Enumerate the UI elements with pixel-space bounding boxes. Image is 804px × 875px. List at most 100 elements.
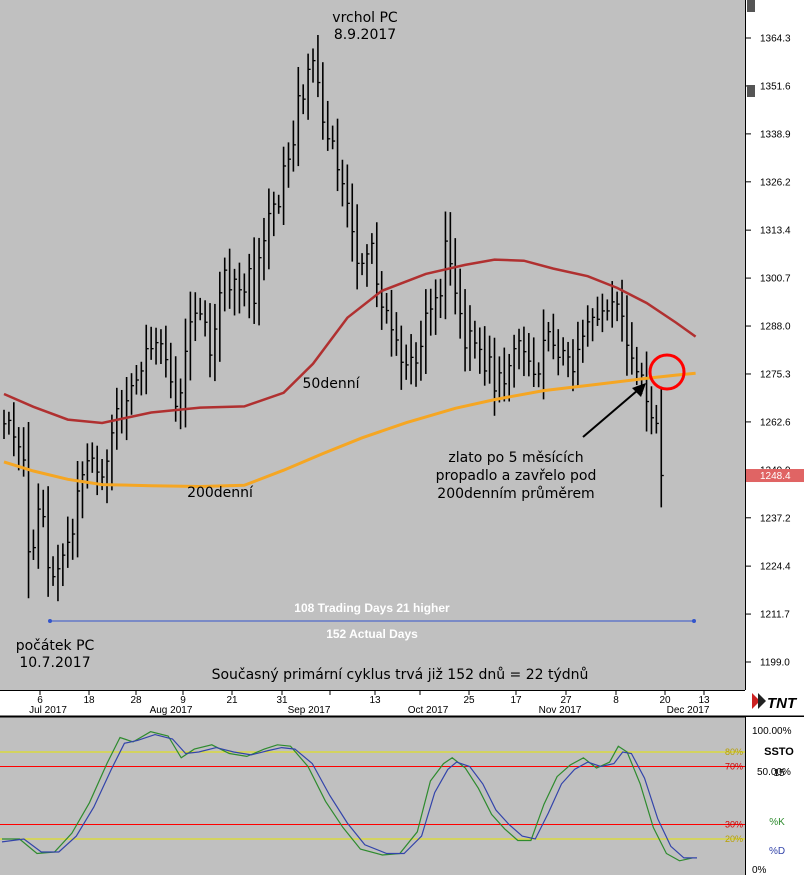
price-bar bbox=[106, 449, 110, 504]
price-bar bbox=[581, 319, 586, 363]
price-bar bbox=[62, 543, 66, 587]
month-tick-label: Aug 2017 bbox=[150, 705, 193, 716]
price-tick-label: 1237.2 bbox=[760, 513, 791, 524]
price-bar bbox=[111, 414, 115, 491]
day-tick-label: 9 bbox=[180, 695, 186, 706]
day-tick-label: 21 bbox=[226, 695, 238, 706]
price-bar bbox=[567, 341, 571, 378]
price-bar bbox=[361, 253, 365, 276]
price-bar bbox=[263, 217, 267, 281]
price-bar bbox=[37, 483, 41, 569]
osc-legend-d: %D bbox=[769, 846, 785, 857]
price-bar bbox=[228, 248, 233, 309]
price-bar bbox=[189, 291, 193, 381]
price-bar bbox=[454, 238, 458, 315]
price-bar bbox=[204, 300, 208, 337]
price-bar bbox=[8, 411, 12, 435]
price-tick-label: 1351.6 bbox=[760, 81, 791, 92]
price-bar bbox=[616, 291, 620, 322]
price-bar bbox=[626, 295, 630, 376]
price-bar bbox=[483, 326, 488, 386]
price-bar bbox=[439, 278, 444, 319]
price-bar bbox=[219, 271, 223, 362]
price-bar bbox=[125, 377, 130, 441]
day-tick-label: 27 bbox=[560, 695, 572, 706]
price-tick-label: 1199.0 bbox=[760, 658, 790, 669]
month-tick-label: Nov 2017 bbox=[539, 705, 582, 716]
price-bar bbox=[52, 556, 56, 586]
price-bar bbox=[179, 378, 184, 430]
month-tick-label: Dec 2017 bbox=[667, 705, 710, 716]
price-bar bbox=[223, 257, 228, 312]
price-bar bbox=[71, 518, 76, 560]
scroll-up-icon[interactable] bbox=[747, 0, 755, 12]
day-tick-label: 20 bbox=[659, 695, 671, 706]
price-bar bbox=[371, 233, 375, 264]
price-bar bbox=[586, 305, 591, 347]
price-tick-label: 1364.3 bbox=[760, 34, 791, 45]
month-tick-label: Jul 2017 bbox=[29, 705, 67, 716]
price-bar bbox=[27, 422, 32, 599]
price-bar bbox=[449, 212, 453, 286]
price-bar bbox=[209, 303, 213, 378]
price-bar bbox=[248, 253, 252, 319]
price-bar bbox=[42, 489, 46, 528]
price-bar bbox=[287, 142, 291, 188]
price-bar bbox=[425, 289, 429, 374]
cycle-note: Současný primární cyklus trvá již 152 dn… bbox=[212, 667, 589, 683]
price-bar bbox=[272, 191, 277, 237]
price-bar bbox=[253, 237, 257, 324]
price-bar bbox=[292, 120, 296, 172]
price-bar bbox=[380, 271, 385, 330]
price-bar bbox=[91, 442, 95, 473]
price-bar bbox=[601, 293, 605, 333]
tnt-logo-icon: TNT bbox=[752, 693, 798, 712]
month-tick-label: Oct 2017 bbox=[408, 705, 449, 716]
price-bar bbox=[415, 342, 419, 387]
stoch-d-line bbox=[1, 733, 697, 859]
price-bar bbox=[243, 273, 247, 307]
price-bar bbox=[341, 159, 345, 207]
price-bar bbox=[523, 326, 527, 377]
price-tick-label: 1288.0 bbox=[760, 322, 791, 333]
price-bar bbox=[268, 188, 272, 270]
price-bar bbox=[390, 289, 394, 357]
price-bar bbox=[552, 313, 556, 360]
price-bar bbox=[542, 309, 547, 400]
oscillator-levels: 80% 70% 30% 20% bbox=[0, 747, 745, 844]
osc-legend-k: %K bbox=[769, 817, 785, 828]
price-bar bbox=[395, 312, 399, 356]
price-bar bbox=[429, 288, 434, 336]
osc-axis-0: 0% bbox=[752, 865, 767, 875]
day-tick-label: 8 bbox=[613, 695, 619, 706]
price-bar bbox=[650, 386, 654, 435]
price-bar bbox=[194, 292, 198, 342]
price-bar bbox=[81, 461, 85, 519]
osc-level-label: 30% bbox=[725, 820, 743, 830]
osc-title: SSTO bbox=[764, 746, 794, 758]
price-bar bbox=[400, 325, 404, 390]
price-axis-background bbox=[745, 0, 804, 690]
peak-label-line1: vrchol PC bbox=[332, 10, 398, 26]
price-bar bbox=[165, 325, 169, 378]
price-bar bbox=[591, 308, 596, 342]
price-bar bbox=[498, 356, 502, 403]
arrow-note-line3: 200denním průměrem bbox=[437, 486, 594, 502]
ma50-label: 50denní bbox=[303, 376, 361, 392]
price-tick-label: 1275.3 bbox=[760, 369, 791, 380]
price-bar bbox=[150, 326, 154, 360]
arrow-note-line2: propadlo a zavřelo pod bbox=[436, 468, 597, 484]
month-tick-label: Sep 2017 bbox=[288, 705, 331, 716]
price-bar bbox=[532, 337, 537, 388]
price-bar bbox=[331, 125, 336, 150]
day-tick-label: 13 bbox=[369, 695, 381, 706]
price-bar bbox=[297, 66, 301, 167]
price-bar bbox=[145, 324, 149, 395]
price-bar bbox=[214, 303, 218, 382]
scroll-marker-icon[interactable] bbox=[747, 85, 755, 97]
price-bar bbox=[503, 347, 507, 402]
trading-days-label: 108 Trading Days 21 higher bbox=[294, 601, 450, 615]
price-tick-label: 1313.4 bbox=[760, 226, 791, 237]
arrow-note-line1: zlato po 5 měsících bbox=[448, 450, 583, 466]
price-bar bbox=[537, 362, 542, 388]
